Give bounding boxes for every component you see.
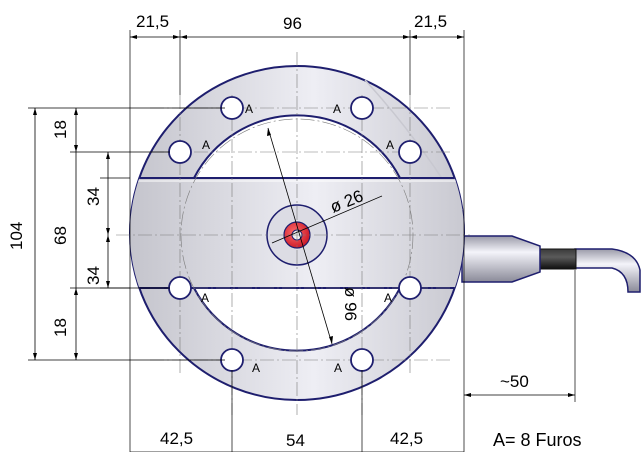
cable-assembly: [461, 235, 641, 293]
cable-sleeve-black: [537, 248, 577, 270]
hole-label: A: [201, 291, 209, 305]
hole-2: [350, 96, 374, 120]
mounting-holes: [168, 96, 422, 372]
hole-8: [350, 348, 374, 372]
dim-bottom-left: 42,5: [160, 429, 193, 448]
hole-5: [168, 276, 192, 300]
dim-left-inner: 68: [51, 226, 70, 245]
dim-left-outer: 104: [7, 222, 26, 250]
hole-4: [398, 140, 422, 164]
sensor-body: [129, 65, 465, 401]
dim-bolt-circle-diameter: ø 96: [341, 287, 360, 321]
dim-inner-bottom: 34: [84, 266, 103, 285]
hole-label: A: [384, 291, 392, 305]
dim-bottom-mid: 54: [286, 431, 305, 450]
dimension-arrows: [33, 35, 575, 397]
dim-cable-length: ~50: [500, 372, 529, 391]
dim-top-mid: 96: [283, 14, 302, 33]
cable-tail: [574, 248, 641, 293]
hole-count-note: A= 8 Furos: [493, 430, 582, 450]
hole-6: [398, 276, 422, 300]
dim-top-right: 21,5: [414, 12, 447, 31]
dim-bottom-right: 42,5: [390, 429, 423, 448]
dim-left-top: 18: [51, 120, 70, 139]
dim-left-bottom: 18: [51, 318, 70, 337]
hole-label: A: [334, 361, 342, 375]
hole-label: A: [245, 102, 253, 116]
hole-label: A: [386, 138, 394, 152]
dim-inner-top: 34: [84, 187, 103, 206]
hole-label: A: [202, 138, 210, 152]
hole-label: A: [333, 102, 341, 116]
hole-3: [168, 140, 192, 164]
extension-lines: [28, 30, 576, 452]
hole-labels: A A A A A A A A: [201, 102, 394, 375]
hole-label: A: [252, 361, 260, 375]
cable-strain-relief: [461, 235, 541, 283]
dim-top-left: 21,5: [136, 12, 169, 31]
